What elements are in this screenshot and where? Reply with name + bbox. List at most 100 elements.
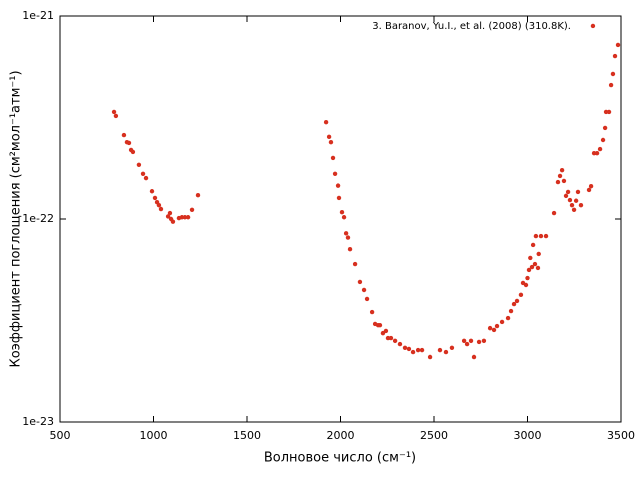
data-point	[347, 246, 353, 252]
y-tick-label: 1e-21	[22, 9, 54, 22]
data-point	[538, 233, 544, 239]
data-point	[195, 192, 201, 198]
data-point	[415, 347, 421, 353]
data-point	[612, 53, 618, 59]
x-axis-label: Волновое число (см⁻¹)	[264, 451, 416, 466]
data-point	[471, 354, 477, 360]
data-point	[476, 339, 482, 345]
data-point	[143, 175, 149, 181]
data-point	[559, 167, 565, 173]
data-point	[369, 309, 375, 315]
y-tick-label: 1e-23	[22, 415, 54, 428]
data-point	[565, 189, 571, 195]
data-point	[530, 242, 536, 248]
data-point	[608, 82, 614, 88]
data-point	[189, 207, 195, 212]
data-point	[406, 346, 412, 352]
data-point	[610, 71, 616, 77]
data-point	[380, 330, 386, 336]
data-point	[514, 298, 520, 304]
data-point	[525, 275, 530, 281]
x-tick-label: 1000	[140, 429, 168, 442]
data-point	[586, 187, 592, 193]
data-point	[588, 184, 594, 189]
data-point	[336, 195, 342, 201]
data-point	[136, 162, 142, 167]
data-point	[121, 132, 127, 138]
data-point	[518, 292, 524, 298]
data-point	[330, 155, 336, 161]
data-point	[126, 140, 132, 146]
data-point	[494, 323, 500, 329]
data-point	[532, 261, 538, 267]
data-point	[170, 219, 176, 224]
data-point	[377, 322, 383, 328]
data-point	[567, 197, 573, 203]
x-tick-label: 3500	[607, 429, 635, 442]
data-point	[130, 149, 136, 155]
data-point	[341, 215, 347, 220]
data-point	[419, 347, 425, 353]
data-point	[491, 327, 497, 333]
data-point	[511, 301, 517, 307]
data-point	[388, 335, 394, 341]
data-point	[555, 179, 561, 185]
data-point	[361, 287, 367, 293]
data-point	[597, 146, 603, 152]
data-point	[529, 264, 535, 270]
data-point	[113, 113, 119, 119]
data-point	[339, 210, 345, 215]
data-point	[437, 347, 443, 353]
data-point	[111, 109, 117, 115]
data-point	[149, 189, 155, 194]
data-point	[535, 265, 541, 271]
data-point	[533, 233, 539, 239]
data-point	[185, 215, 191, 220]
data-point	[528, 255, 533, 261]
plot-frame	[59, 15, 622, 423]
data-point	[158, 206, 164, 212]
data-point	[615, 42, 621, 48]
data-point	[571, 207, 577, 212]
data-point	[156, 202, 162, 208]
x-tick-label: 2000	[327, 429, 355, 442]
data-point	[343, 231, 349, 236]
data-point	[364, 296, 370, 302]
data-point	[523, 282, 529, 288]
x-tick-label: 3000	[514, 429, 542, 442]
data-point	[328, 139, 334, 145]
data-point	[505, 315, 511, 321]
data-point	[140, 171, 146, 176]
data-point	[573, 198, 579, 203]
data-point	[182, 215, 188, 220]
data-point	[561, 178, 567, 184]
data-point	[487, 325, 493, 331]
data-point	[461, 338, 467, 344]
data-point	[594, 150, 600, 156]
data-point	[578, 202, 584, 208]
data-point	[543, 233, 549, 239]
data-point	[602, 125, 608, 131]
x-tick-label: 500	[50, 429, 71, 442]
data-point	[575, 189, 581, 195]
data-point	[323, 119, 329, 125]
data-point	[526, 267, 532, 273]
data-point	[508, 308, 514, 314]
data-point	[468, 338, 474, 344]
data-point	[464, 341, 470, 347]
data-point	[499, 319, 505, 325]
data-point	[551, 210, 557, 216]
data-point	[332, 171, 338, 176]
data-point	[383, 328, 389, 334]
data-point	[481, 338, 487, 344]
data-point	[427, 354, 433, 360]
data-point	[563, 193, 569, 199]
legend-label: 3. Baranov, Yu.I., et al. (2008) (310.8K…	[372, 21, 571, 32]
data-point	[165, 214, 171, 219]
data-point	[410, 349, 416, 355]
y-axis-label: Коэффициент поглощения (см²мол⁻¹атм⁻¹)	[9, 70, 24, 367]
data-point	[557, 173, 563, 179]
data-point	[606, 109, 612, 115]
data-point	[352, 261, 358, 267]
